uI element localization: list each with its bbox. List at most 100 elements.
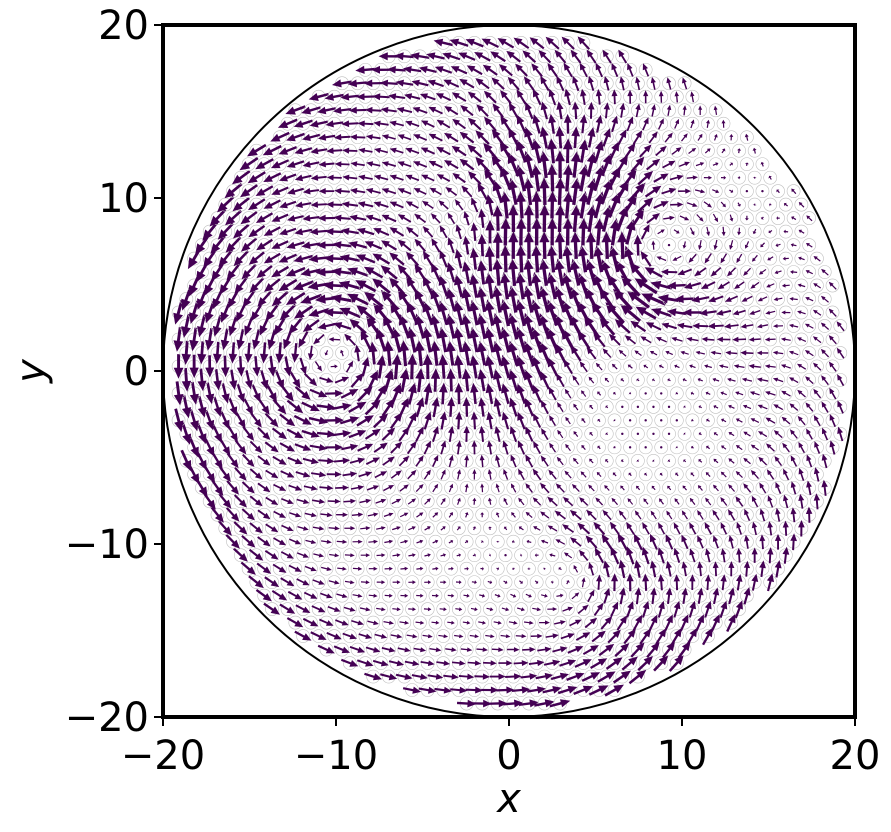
particle [615, 453, 630, 468]
particle [607, 116, 622, 131]
vector-arrow [628, 391, 632, 395]
particle [638, 251, 653, 266]
particle [685, 278, 700, 293]
particle [701, 386, 715, 401]
particle [778, 305, 793, 320]
vector-arrow [572, 101, 580, 120]
vector-arrow [681, 133, 688, 142]
vector-arrow [503, 699, 524, 708]
particle [451, 116, 466, 131]
vector-arrow [463, 211, 470, 226]
vector-arrow [226, 452, 239, 469]
vector-arrow [340, 93, 360, 101]
vector-arrow [683, 432, 686, 436]
vector-arrow [248, 575, 264, 589]
vector-arrow [562, 138, 573, 164]
vector-arrow [813, 362, 822, 371]
vector-arrow [397, 239, 412, 252]
particle [381, 453, 396, 468]
vector-arrow [634, 559, 642, 578]
particle [662, 346, 676, 360]
particle [599, 615, 614, 630]
particle [755, 238, 770, 252]
particle [397, 507, 412, 522]
particle [226, 265, 240, 279]
particle [529, 440, 544, 455]
vector-arrow [332, 430, 352, 438]
vector-arrow [458, 52, 476, 61]
particle [226, 319, 240, 333]
vector-arrow [445, 187, 458, 196]
vector-arrow [384, 593, 393, 598]
vector-arrow [312, 498, 326, 504]
particle [304, 157, 318, 172]
vector-arrow [360, 329, 372, 350]
particle [311, 467, 326, 482]
vector-arrow [226, 480, 239, 495]
vector-arrow [782, 442, 790, 453]
vector-arrow [450, 66, 468, 75]
vector-arrow [538, 50, 552, 64]
particle [366, 480, 381, 495]
vector-arrow [197, 395, 207, 418]
particle [444, 427, 458, 441]
particle [607, 494, 622, 509]
particle [483, 575, 497, 590]
particle [740, 319, 754, 333]
particle [716, 278, 731, 293]
vector-arrow [318, 457, 335, 465]
particle [778, 494, 793, 509]
vector-arrow [202, 492, 216, 510]
particle [436, 251, 451, 266]
vector-arrow [346, 293, 369, 306]
particle [708, 400, 723, 414]
vector-arrow [444, 160, 459, 170]
vector-arrow [424, 553, 431, 558]
vector-arrow [354, 344, 361, 362]
vector-arrow [601, 204, 613, 232]
particle [234, 494, 248, 509]
particle [545, 467, 560, 482]
vector-arrow [508, 204, 519, 232]
vector-arrow [547, 496, 558, 507]
vector-arrow [452, 173, 466, 184]
particle [413, 265, 427, 279]
particle [280, 251, 295, 266]
vector-arrow [636, 485, 641, 491]
particle [265, 467, 279, 482]
particle [413, 130, 427, 145]
particle [740, 346, 754, 360]
vector-arrow [788, 350, 799, 356]
particle [475, 49, 490, 64]
vector-arrow [313, 553, 325, 558]
particle [677, 400, 692, 414]
vector-arrow [508, 340, 519, 366]
particle [358, 629, 373, 643]
particle [311, 602, 326, 616]
vector-arrow [422, 275, 434, 297]
vector-arrow [552, 646, 568, 653]
particle [311, 359, 326, 374]
vector-arrow [554, 258, 565, 286]
vector-arrow [340, 389, 359, 399]
vector-arrow [267, 355, 277, 377]
particle [272, 480, 287, 495]
particle [467, 494, 482, 509]
particle [615, 49, 630, 64]
particle [444, 453, 458, 468]
particle [537, 588, 552, 603]
vector-arrow [300, 293, 323, 304]
vector-arrow [523, 285, 534, 313]
vector-arrow [289, 512, 302, 518]
particle [724, 265, 739, 279]
vector-arrow [772, 377, 784, 383]
particle [623, 116, 637, 131]
particle [522, 76, 536, 91]
vector-arrow [381, 214, 397, 223]
vector-arrow [365, 134, 381, 140]
particle [599, 534, 614, 549]
particle [202, 224, 217, 239]
particle [436, 143, 451, 158]
particle [810, 359, 824, 374]
vector-arrow [602, 128, 611, 147]
